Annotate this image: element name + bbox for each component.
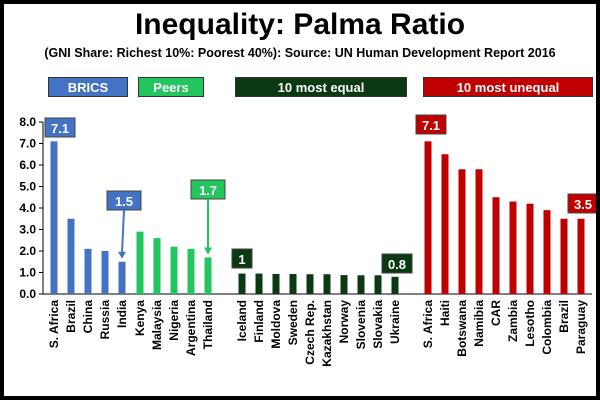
x-tick-label: Slovakia [371, 300, 385, 349]
bar [475, 169, 483, 294]
x-tick-label: Namibia [472, 300, 486, 347]
bar [560, 218, 568, 294]
y-tick-label: 8.0 [19, 115, 36, 129]
bar [340, 275, 348, 294]
x-tick-label: Kenya [133, 300, 147, 336]
x-tick-label: Finland [252, 300, 266, 343]
x-tick-label: Brazil [557, 300, 571, 333]
x-tick-label: Malaysia [150, 300, 164, 350]
bar [509, 201, 517, 294]
group-label-peers: Peers [138, 77, 204, 97]
bar [50, 141, 58, 294]
value-callout-label: 7.1 [51, 121, 69, 136]
bar [101, 251, 109, 294]
x-tick-label: S. Africa [421, 300, 435, 349]
x-tick-label: Brazil [64, 300, 78, 333]
x-tick-label: Paraguay [574, 300, 588, 354]
value-callout-box [44, 117, 76, 138]
bar-chart: 0.01.02.03.04.05.06.07.08.0S. Africa Braz… [19, 114, 596, 367]
bar [543, 210, 551, 294]
value-callout-label: 1 [238, 252, 245, 267]
x-tick-label: India [115, 300, 129, 328]
callout-arrow-line [121, 209, 125, 253]
x-tick-label: CAR [489, 300, 503, 326]
y-tick-label: 6.0 [19, 158, 36, 172]
bar [255, 273, 263, 294]
x-tick-label: Norway [337, 300, 351, 344]
value-callout-label: 0.8 [388, 257, 406, 272]
bar [153, 238, 161, 294]
bar [67, 218, 75, 294]
y-tick-label: 2.0 [19, 244, 36, 258]
y-tick-label: 1.0 [19, 266, 36, 280]
x-tick-label: Haiti [438, 300, 452, 326]
bar [272, 274, 280, 294]
group-label-most-equal: 10 most equal [235, 77, 407, 97]
y-tick-label: 3.0 [19, 223, 36, 237]
y-tick-label: 4.0 [19, 201, 36, 215]
bar [526, 203, 534, 294]
x-tick-label: Kazakhstan [320, 300, 334, 367]
bar [187, 248, 195, 294]
bar [357, 275, 365, 294]
x-tick-label: Colombia [540, 300, 554, 355]
bar [306, 274, 314, 294]
bar [391, 276, 399, 294]
value-callout-box [231, 248, 253, 269]
x-tick-label: S. Africa [47, 300, 61, 349]
bar [84, 248, 92, 294]
value-callout-label: 3.5 [574, 197, 592, 212]
x-tick-label: Zambia [506, 300, 520, 342]
bar [170, 246, 178, 294]
value-callout-box [567, 193, 596, 214]
value-callout-label: 1.7 [199, 183, 217, 198]
x-tick-label: Czech Rep. [303, 300, 317, 365]
bar [577, 218, 585, 294]
bar [238, 273, 246, 294]
bar [424, 141, 432, 294]
group-label-brics: BRICS [48, 77, 128, 97]
bar [118, 261, 126, 294]
bar [323, 274, 331, 294]
x-tick-label: Russia [98, 300, 112, 340]
x-tick-label: Moldova [269, 300, 283, 349]
x-tick-label: Lesotho [523, 300, 537, 347]
x-tick-label: Ukraine [388, 300, 402, 344]
value-callout-box [381, 253, 413, 274]
x-tick-label: Slovenia [354, 300, 368, 350]
value-callout-label: 7.1 [422, 118, 440, 133]
x-tick-label: Botswana [455, 300, 469, 357]
value-callout-box [415, 114, 447, 135]
chart-subtitle: (GNI Share: Richest 10%: Poorest 40%): S… [44, 46, 556, 60]
x-tick-label: Iceland [235, 300, 249, 341]
group-label-most-unequal: 10 most unequal [423, 77, 593, 97]
bar [289, 274, 297, 294]
x-tick-label: Nigeria [167, 300, 181, 341]
x-tick-label: Argentina [184, 300, 198, 356]
x-tick-label: Thailand [201, 300, 215, 349]
bar [136, 231, 144, 294]
chart-title: Inequality: Palma Ratio [134, 8, 466, 41]
bar [458, 169, 466, 294]
bar [204, 257, 212, 294]
y-tick-label: 0.0 [19, 287, 36, 301]
callout-arrow-head [118, 251, 126, 259]
bar [492, 197, 500, 294]
x-tick-label: Sweden [286, 300, 300, 345]
bar [374, 275, 382, 294]
x-tick-label: China [81, 300, 95, 334]
y-tick-label: 5.0 [19, 180, 36, 194]
y-tick-label: 7.0 [19, 137, 36, 151]
value-callout-label: 1.5 [115, 194, 133, 209]
bar [441, 154, 449, 294]
callout-arrow-head [204, 247, 212, 255]
